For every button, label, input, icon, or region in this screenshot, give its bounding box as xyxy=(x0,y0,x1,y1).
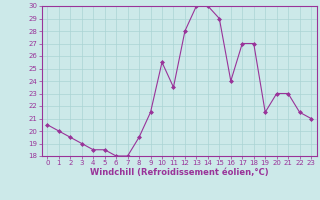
X-axis label: Windchill (Refroidissement éolien,°C): Windchill (Refroidissement éolien,°C) xyxy=(90,168,268,177)
